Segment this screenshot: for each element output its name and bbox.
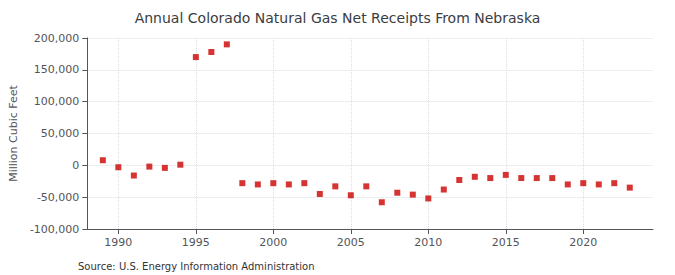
svg-text:2020: 2020 <box>569 236 597 249</box>
svg-text:2000: 2000 <box>259 236 287 249</box>
svg-text:-50,000: -50,000 <box>37 191 79 204</box>
svg-text:2010: 2010 <box>414 236 442 249</box>
svg-text:Annual Colorado Natural Gas Ne: Annual Colorado Natural Gas Net Receipts… <box>135 10 541 26</box>
svg-text:Million Cubic Feet: Million Cubic Feet <box>7 84 20 181</box>
svg-text:2015: 2015 <box>492 236 520 249</box>
svg-text:Source: U.S. Energy Informatio: Source: U.S. Energy Information Administ… <box>78 261 315 272</box>
svg-text:50,000: 50,000 <box>41 127 80 140</box>
svg-text:1995: 1995 <box>182 236 210 249</box>
svg-text:0: 0 <box>72 159 79 172</box>
svg-text:-100,000: -100,000 <box>30 223 79 236</box>
svg-text:150,000: 150,000 <box>34 63 80 76</box>
svg-text:1990: 1990 <box>104 236 132 249</box>
svg-text:2005: 2005 <box>337 236 365 249</box>
svg-text:200,000: 200,000 <box>34 32 80 45</box>
svg-text:100,000: 100,000 <box>34 95 80 108</box>
